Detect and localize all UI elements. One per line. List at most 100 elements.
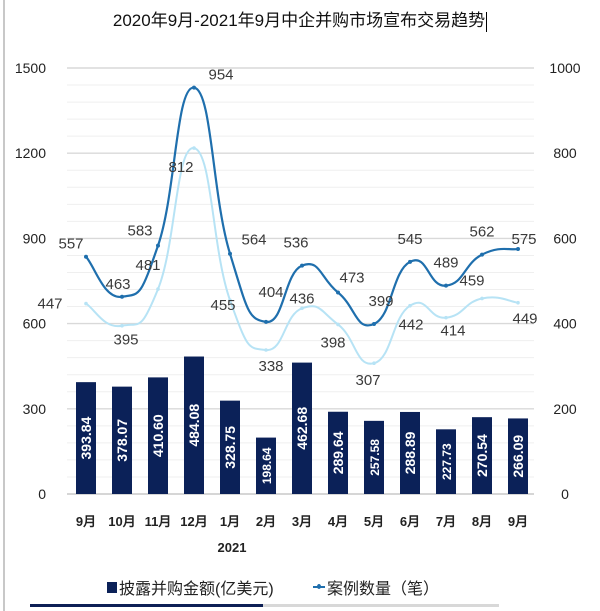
bar [472,417,492,494]
bar-data-label: 410.60 [150,414,166,457]
line-light-data-label: 812 [168,159,193,176]
line-light-point [156,287,160,291]
line-light-data-label: 449 [512,311,537,328]
bar [328,411,348,494]
line-dark-data-label: 473 [339,270,364,287]
line-dark-point [336,290,340,295]
line-dark-point [156,243,160,248]
line-dark-data-label: 575 [511,231,536,248]
right-axis-tick: 200 [553,401,577,417]
line-dark-point [228,251,232,256]
line-dark-point [192,85,196,90]
text-cursor [486,11,488,32]
line-light-point [300,306,304,311]
left-axis-tick: 300 [23,401,47,417]
x-axis-category: 8月 [472,514,492,529]
line-light-data-label: 395 [113,332,138,349]
line-light-point [192,146,196,150]
scroll-indicator-active [30,604,263,607]
legend-bar-swatch-icon [107,581,117,593]
bar-data-label: 288.89 [402,431,418,474]
line-dark-point [408,259,412,264]
line-dark-data-label: 583 [127,223,152,240]
line-light-point [408,303,412,308]
line-light-point [336,322,340,327]
bar-data-label: 198.64 [260,447,274,484]
line-dark-point [372,322,376,327]
line-dark-data-label: 536 [283,235,308,252]
line-light-data-label: 442 [398,317,423,334]
bar [112,386,132,494]
x-axis-category: 10月 [108,514,135,529]
bar [76,382,96,494]
bar [220,400,240,494]
series-line-light [85,147,519,365]
legend-item-line[interactable]: 案例数量（笔） [313,575,439,599]
line-light-data-label: 436 [289,290,314,307]
line-dark-point [84,254,88,259]
legend-bar-label: 披露并购金额(亿美元) [119,581,274,598]
line-light-data-label: 459 [459,272,484,289]
line-light-data-label: 398 [320,334,345,351]
line-dark-data-label: 489 [433,255,458,272]
x-axis-category: 9月 [76,514,96,529]
line-light-point [372,361,376,366]
bar-data-label: 289.64 [330,431,346,474]
x-axis-category: 9月 [508,514,528,529]
x-axis-category: 12月 [180,514,207,529]
x-axis-category: 4月 [328,514,348,529]
line-dark-point [300,263,304,268]
line-dark-point [480,252,484,257]
line-dark-data-label: 564 [241,232,266,249]
line-dark-data-label: 562 [469,224,494,241]
line-light-data-label: 414 [440,323,465,340]
line-dark-data-label: 399 [368,293,393,310]
line-light-data-label: 455 [210,297,235,314]
right-axis-tick: 1000 [549,60,580,76]
x-axis-category: 6月 [400,514,420,529]
bar-data-label: 266.09 [510,435,526,478]
legend-line-label: 案例数量（笔） [327,581,440,598]
line-dark-point [444,283,448,288]
right-axis-tick: 0 [561,486,569,502]
x-axis-category: 11月 [145,514,172,529]
line-light-point [228,298,232,302]
line-light-point [264,348,268,352]
bar-data-label: 257.58 [368,439,382,476]
left-axis-tick: 600 [23,316,47,332]
line-light-data-label: 447 [37,296,62,313]
line-dark-point [516,247,520,252]
line-light-point [120,323,124,328]
line-dark-point [264,319,268,324]
x-axis-category: 2月 [256,514,276,529]
scroll-indicator-track [263,604,499,607]
x-axis-category: 3月 [292,514,312,529]
line-dark-data-label: 557 [58,236,83,253]
x-axis-category: 5月 [364,514,384,529]
line-light-data-label: 307 [355,372,380,389]
right-axis-tick: 800 [553,145,577,161]
line-light-point [480,296,484,301]
x-axis-category: 7月 [436,514,456,529]
x-axis-category: 1月 [220,514,240,529]
bar-data-label: 484.08 [186,404,202,447]
left-axis-tick: 0 [38,486,46,502]
bar [256,437,276,494]
x-axis-year-label: 2021 [218,540,247,555]
bar-data-label: 462.68 [294,407,310,450]
bar-data-label: 393.84 [78,416,94,459]
chart-title-text: 2020年9月-2021年9月中企并购市场宣布交易趋势 [112,11,486,30]
line-light-data-label: 481 [135,257,160,274]
line-dark-data-label: 404 [258,284,283,301]
left-axis-tick: 1500 [15,60,46,76]
bar-data-label: 328.75 [222,426,238,469]
line-light-point [516,300,520,305]
left-axis-tick: 1200 [15,145,46,161]
bar [148,377,168,494]
line-dark-data-label: 954 [208,67,233,84]
legend-item-bar[interactable]: 披露并购金额(亿美元) [107,575,274,599]
bar [436,429,456,494]
bar-data-label: 378.07 [114,419,130,462]
bar [184,356,204,494]
